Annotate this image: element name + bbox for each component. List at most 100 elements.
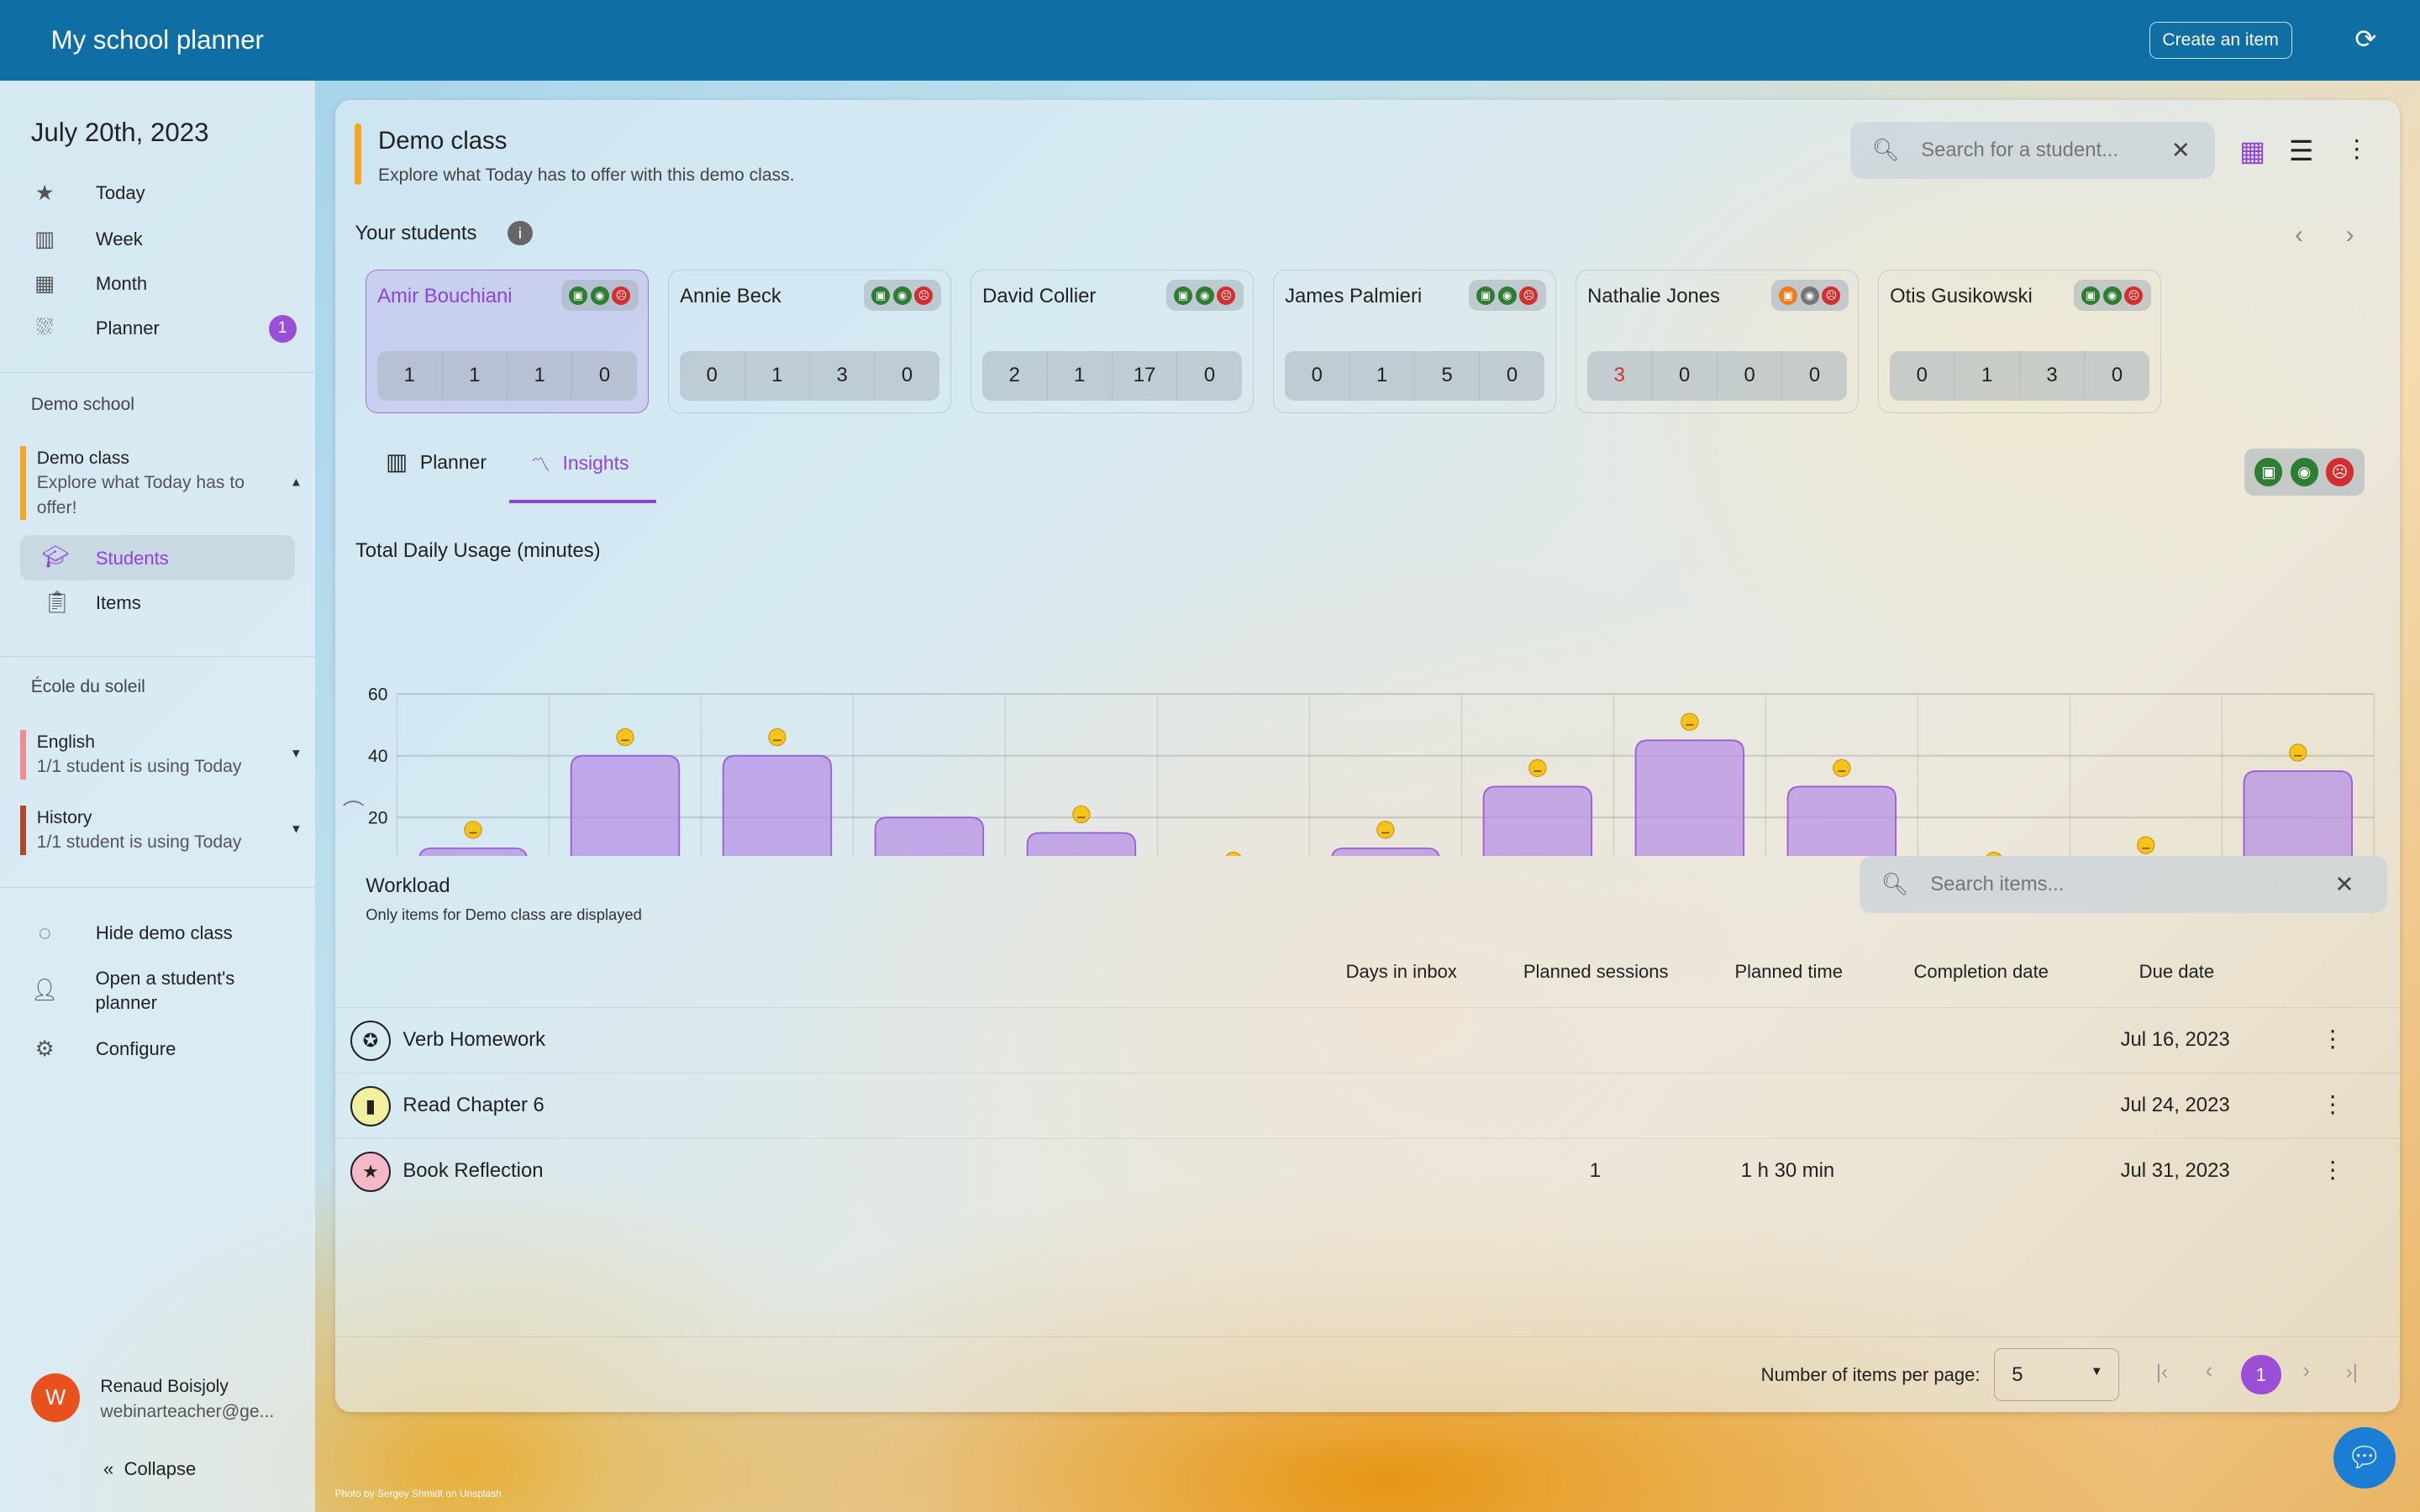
sad-face-icon[interactable]: ☹: [2325, 458, 2354, 486]
sad-face-icon: ☹: [2124, 286, 2144, 305]
badge-icon: ✪: [350, 1021, 391, 1062]
student-search[interactable]: 🔍︎ ✕: [1850, 122, 2215, 180]
last-page-icon[interactable]: ›|: [2345, 1360, 2358, 1383]
bar-jul-10[interactable]: [874, 816, 984, 857]
nav-label: Month: [95, 273, 148, 295]
bar-jul-16[interactable]: [1786, 785, 1897, 857]
more-vert-icon[interactable]: ⋮: [2344, 134, 2370, 163]
emoji-face-icon: [2136, 836, 2155, 855]
nav-planner[interactable]: ⛆ Planner 1: [31, 314, 297, 343]
chevron-down-icon[interactable]: ▼: [290, 747, 302, 761]
col-completion-date[interactable]: Completion date: [1913, 961, 2049, 983]
tab-planner[interactable]: ▥ Planner: [386, 449, 487, 475]
class-desc: 1/1 student is using Today: [36, 832, 242, 853]
table-row[interactable]: ★ Book Reflection 1 1 h 30 min Jul 31, 2…: [334, 1138, 2401, 1204]
more-vert-icon[interactable]: ⋮: [2321, 1156, 2344, 1183]
close-icon[interactable]: ✕: [2170, 137, 2191, 164]
per-page-select[interactable]: 5 ▼: [1994, 1348, 2119, 1401]
page-1-button[interactable]: 1: [2240, 1354, 2281, 1395]
student-card[interactable]: Otis Gusikowski ▣ ◉ ☹ 0 1 3 0: [1878, 270, 2161, 414]
student-card[interactable]: James Palmieri ▣ ◉ ☹ 0 1 5 0: [1273, 270, 1556, 414]
sad-face-icon: ☹: [1822, 286, 1841, 305]
col-planned-sessions[interactable]: Planned sessions: [1523, 961, 1669, 983]
nav-week[interactable]: ▥ Week: [31, 227, 297, 252]
next-page-icon[interactable]: ›: [2302, 1359, 2310, 1383]
bar-jul-15[interactable]: [1634, 739, 1744, 857]
planned-sessions: 1: [1589, 1159, 1602, 1183]
eye-icon[interactable]: ◉: [2290, 458, 2318, 486]
class-demo[interactable]: Demo class Explore what Today has to off…: [19, 445, 312, 520]
refresh-icon[interactable]: ⟳: [2354, 24, 2377, 55]
chevron-left-icon[interactable]: ‹: [2295, 220, 2303, 249]
list-view-icon[interactable]: ☰: [2288, 135, 2314, 167]
eye-icon: ◉: [1195, 286, 1214, 305]
count-value: 1: [403, 363, 415, 386]
table-row[interactable]: ▮ Read Chapter 6 Jul 24, 2023 ⋮: [334, 1073, 2401, 1138]
chevron-up-icon[interactable]: ▲: [290, 475, 302, 490]
workload-subtitle: Only items for Demo class are displayed: [366, 906, 642, 924]
student-status: ▣ ◉ ☹: [560, 280, 639, 312]
configure[interactable]: ⚙ Configure: [31, 1037, 297, 1062]
bar-jul-07[interactable]: [418, 848, 528, 857]
student-name: Nathalie Jones: [1587, 284, 1720, 307]
more-vert-icon[interactable]: ⋮: [2321, 1025, 2344, 1052]
col-days-in-inbox[interactable]: Days in inbox: [1345, 961, 1457, 983]
sub-item-items[interactable]: 📋︎ Items: [20, 580, 295, 625]
count-value: 0: [1716, 350, 1781, 401]
chevron-down-icon[interactable]: ▼: [290, 822, 302, 837]
count-value: 0: [1176, 350, 1241, 401]
chevron-right-icon[interactable]: ›: [2345, 220, 2354, 249]
student-card[interactable]: Annie Beck ▣ ◉ ☹ 0 1 3 0: [668, 270, 951, 414]
bar-jul-14[interactable]: [1482, 785, 1592, 857]
student-name: James Palmieri: [1285, 284, 1423, 307]
tab-insights[interactable]: 〽 Insights: [531, 449, 629, 477]
bar-jul-19[interactable]: [2243, 770, 2353, 857]
user-info: Renaud Boisjoly webinarteacher@ge...: [100, 1374, 274, 1424]
count-value: 1: [441, 350, 507, 401]
due-date: Jul 31, 2023: [2120, 1159, 2230, 1183]
col-due-date[interactable]: Due date: [2139, 961, 2215, 983]
student-search-input[interactable]: [1918, 137, 2171, 164]
device-icon: ▣: [1778, 286, 1797, 305]
prev-page-icon[interactable]: ‹: [2205, 1359, 2213, 1383]
usage-chart: Total Daily Usage (minutes) 0204060Jul 0…: [355, 539, 2375, 857]
photo-credit[interactable]: Photo by Sergey Shmidt on Unsplash: [334, 1487, 502, 1499]
nav-month[interactable]: ▦ Month: [31, 271, 297, 297]
school-name: École du soleil: [30, 677, 145, 697]
table-row[interactable]: ✪ Verb Homework Jul 16, 2023 ⋮: [334, 1007, 2401, 1073]
class-english[interactable]: English 1/1 student is using Today ▼: [19, 729, 312, 780]
close-icon[interactable]: ✕: [2334, 871, 2354, 898]
student-card[interactable]: Nathalie Jones ▣ ◉ ☹ 3 0 0 0: [1576, 270, 1859, 414]
bar-jul-13[interactable]: [1330, 848, 1439, 857]
eye-icon: ◉: [1497, 286, 1517, 305]
first-page-icon[interactable]: |‹: [2155, 1360, 2169, 1383]
create-item-button[interactable]: Create an item: [2149, 21, 2292, 60]
items-search[interactable]: 🔍︎ ✕: [1860, 856, 2388, 914]
bar-jul-11[interactable]: [1026, 832, 1136, 857]
zoom-chart-icon[interactable]: ⌒: [342, 800, 365, 824]
col-planned-time[interactable]: Planned time: [1734, 961, 1844, 983]
more-vert-icon[interactable]: ⋮: [2321, 1090, 2344, 1117]
avatar[interactable]: W: [30, 1373, 81, 1423]
items-search-input[interactable]: [1927, 871, 2335, 899]
open-student-planner[interactable]: 👤︎ Open a student's planner: [31, 966, 263, 1016]
collapse-button[interactable]: « Collapse: [103, 1458, 196, 1480]
student-name: David Collier: [982, 284, 1097, 307]
student-card[interactable]: David Collier ▣ ◉ ☹ 2 1 17 0: [971, 270, 1254, 414]
chat-icon[interactable]: 💬︎: [2333, 1426, 2396, 1489]
hide-demo-class[interactable]: ◌ Hide demo class: [31, 921, 297, 946]
info-icon[interactable]: i: [508, 220, 533, 245]
item-name: Verb Homework: [402, 1028, 546, 1052]
student-card[interactable]: Amir Bouchiani ▣ ◉ ☹ 1 1 1 0: [366, 270, 649, 414]
class-history[interactable]: History 1/1 student is using Today ▼: [19, 805, 312, 855]
status-filter[interactable]: ▣ ◉ ☹: [2244, 449, 2365, 496]
nav-label: Today: [95, 181, 145, 203]
count-value: 0: [874, 350, 939, 401]
sub-item-students[interactable]: 🎓︎ Students: [19, 535, 295, 580]
bar-jul-09[interactable]: [722, 755, 832, 857]
grid-view-icon[interactable]: ▦: [2239, 135, 2266, 167]
nav-today[interactable]: ★ Today: [31, 181, 297, 206]
eye-icon: ◉: [892, 286, 912, 305]
device-icon[interactable]: ▣: [2254, 458, 2283, 486]
bar-jul-08[interactable]: [570, 755, 680, 857]
